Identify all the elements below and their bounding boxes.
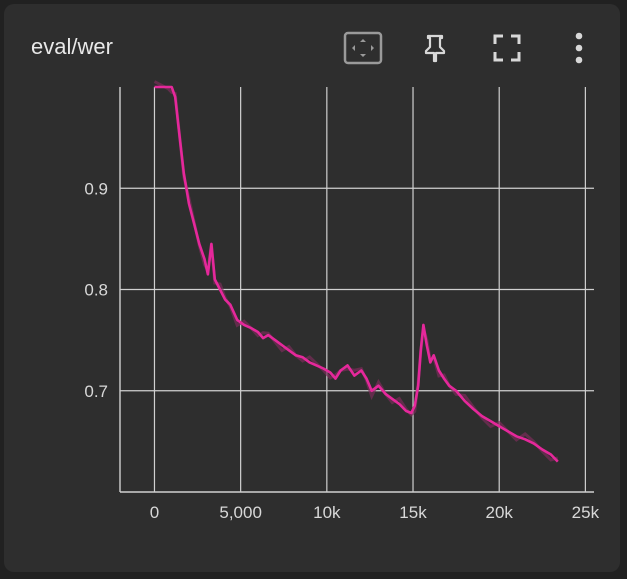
- series-layer: [153, 80, 559, 463]
- tick-labels: 0 5,000 10k 15k 20k 25k 0.7 0.8 0.9: [84, 179, 599, 522]
- grid: [120, 87, 594, 492]
- x-tick-label: 0: [150, 503, 159, 522]
- fullscreen-icon: [493, 34, 521, 62]
- scalar-card: eval/wer: [4, 4, 620, 572]
- card-title: eval/wer: [31, 34, 113, 59]
- x-tick-label: 10k: [313, 503, 341, 522]
- more-options-button[interactable]: [559, 28, 599, 68]
- fit-domain-icon: [343, 31, 383, 65]
- y-tick-label: 0.8: [84, 281, 108, 300]
- fit-domain-button[interactable]: [343, 28, 383, 68]
- x-tick-label: 15k: [399, 503, 427, 522]
- fullscreen-button[interactable]: [487, 28, 527, 68]
- x-tick-label: 20k: [485, 503, 513, 522]
- x-tick-label: 5,000: [219, 503, 262, 522]
- y-tick-label: 0.7: [84, 382, 108, 401]
- y-tick-label: 0.9: [84, 179, 108, 198]
- series-line[interactable]: [154, 85, 559, 463]
- pin-icon: [424, 34, 446, 63]
- pin-button[interactable]: [415, 28, 455, 68]
- more-vert-icon: [575, 32, 583, 64]
- axes: [119, 87, 594, 493]
- x-tick-label: 25k: [572, 503, 600, 522]
